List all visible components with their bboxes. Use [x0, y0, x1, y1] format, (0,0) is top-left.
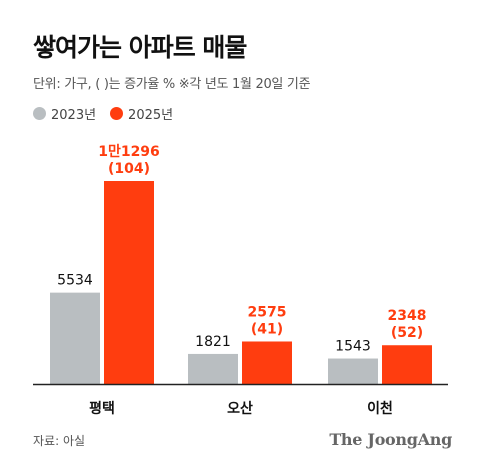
- legend-swatch-2023: [33, 107, 46, 120]
- legend-swatch-2025: [110, 107, 124, 120]
- data-label-2023-2-0: 1543: [335, 339, 371, 355]
- legend: 2023년 2025년: [33, 104, 187, 123]
- legend-label-2025: 2025년: [128, 108, 174, 123]
- data-label-2025-1-1: (41): [251, 321, 283, 337]
- bar-2025-0: [104, 181, 154, 384]
- data-label-2025-1-0: 2575: [248, 304, 287, 320]
- chart-subtitle: 단위: 가구, ( )는 증가율 % ※각 년도 1월 20일 기준: [33, 77, 311, 92]
- legend-item-2023: 2023년: [33, 104, 96, 123]
- legend-item-2025: 2025년: [110, 104, 173, 123]
- bar-2023-0: [50, 292, 100, 384]
- category-label-0: 평택: [89, 400, 115, 417]
- legend-label-2023: 2023년: [51, 108, 97, 123]
- bar-2023-1: [188, 353, 238, 384]
- data-label-2025-0-0: 1만1296: [98, 144, 160, 160]
- data-label-2025-2-0: 2348: [388, 308, 427, 324]
- bar-2025-2: [382, 345, 432, 384]
- chart-title: 쌓여가는 아파트 매물: [33, 33, 247, 62]
- data-label-2025-2-1: (52): [391, 325, 423, 341]
- source-note: 자료: 아실: [33, 434, 86, 448]
- bar-2023-2: [328, 358, 378, 384]
- data-label-2025-0-1: (104): [108, 161, 150, 177]
- bar-2025-1: [242, 341, 292, 384]
- data-label-2023-0-0: 5534: [57, 273, 93, 289]
- data-label-2023-1-0: 1821: [195, 334, 231, 350]
- category-label-2: 이천: [367, 400, 393, 417]
- category-label-1: 오산: [227, 400, 253, 417]
- brand-logo: The JoongAng: [329, 430, 452, 449]
